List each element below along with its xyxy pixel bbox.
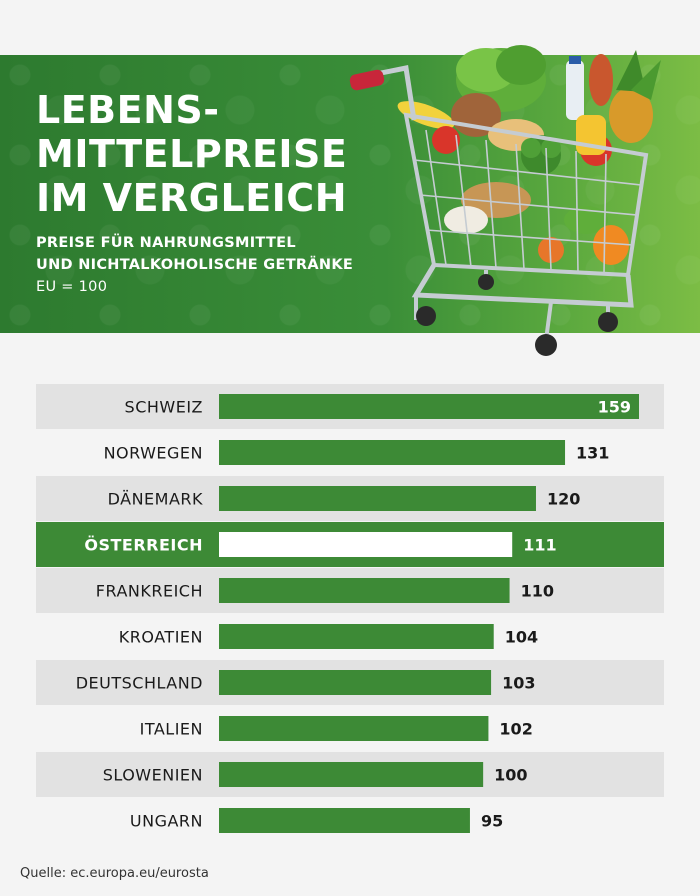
bar-5 <box>219 624 494 649</box>
subtitle-line-2: UND NICHTALKOHOLISCHE GETRÄNKE <box>36 257 354 273</box>
category-label-2: DÄNEMARK <box>108 490 203 509</box>
category-label-9: UNGARN <box>130 812 203 831</box>
page-title: LEBENS- MITTELPREISE IM VERGLEICH <box>36 88 347 220</box>
source-note: Quelle: ec.europa.eu/eurosta <box>20 866 209 881</box>
category-label-0: SCHWEIZ <box>125 398 203 417</box>
bar-9 <box>219 808 470 833</box>
category-label-4: FRANKREICH <box>96 582 203 601</box>
category-label-6: DEUTSCHLAND <box>76 674 203 693</box>
category-label-1: NORWEGEN <box>104 444 203 463</box>
value-label-7: 102 <box>499 720 532 739</box>
bar-6 <box>219 670 492 695</box>
title-line-1: LEBENS- <box>36 88 220 132</box>
value-label-6: 103 <box>502 674 535 693</box>
category-label-8: SLOWENIEN <box>103 766 203 785</box>
value-label-4: 110 <box>521 582 554 601</box>
title-line-2: MITTELPREISE <box>36 132 348 176</box>
category-label-7: ITALIEN <box>140 720 203 739</box>
category-label-3: ÖSTERREICH <box>84 536 203 555</box>
value-label-8: 100 <box>494 766 527 785</box>
title-line-3: IM VERGLEICH <box>36 176 348 220</box>
base-note: EU = 100 <box>36 279 108 295</box>
bar-3 <box>219 532 513 557</box>
subtitle-line-1: PREISE FÜR NAHRUNGSMITTEL <box>36 235 296 251</box>
bar-2 <box>219 486 536 511</box>
value-label-3: 111 <box>523 536 556 555</box>
bar-4 <box>219 578 510 603</box>
shopping-cart-illustration <box>349 45 661 356</box>
bar-7 <box>219 716 489 741</box>
bar-chart: SCHWEIZ 159 NORWEGEN 131 DÄNEMARK 120 ÖSTERREI… <box>36 384 664 843</box>
value-label-9: 95 <box>481 812 503 831</box>
value-label-0: 159 <box>598 398 631 417</box>
value-label-5: 104 <box>505 628 538 647</box>
subtitle: PREISE FÜR NAHRUNGSMITTEL UND NICHTALKOH… <box>36 232 353 298</box>
bar-1 <box>219 440 566 465</box>
bar-0 <box>219 394 639 419</box>
category-label-5: KROATIEN <box>119 628 203 647</box>
value-label-1: 131 <box>576 444 609 463</box>
bar-8 <box>219 762 484 787</box>
value-label-2: 120 <box>547 490 580 509</box>
